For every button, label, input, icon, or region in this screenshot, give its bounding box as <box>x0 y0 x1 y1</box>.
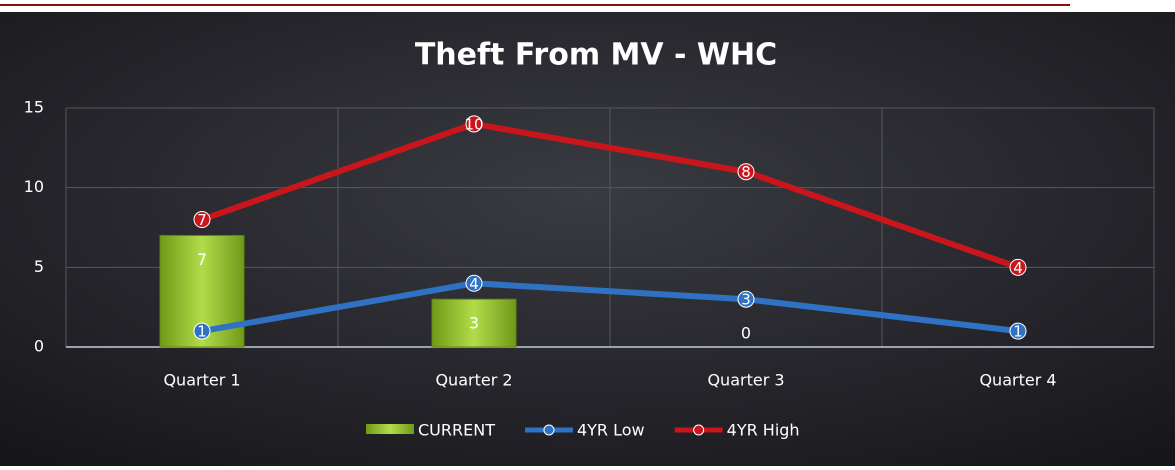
bar <box>431 298 517 348</box>
y-tick-label: 10 <box>24 177 44 196</box>
legend: CURRENT 4YR Low 4YR High <box>366 421 800 440</box>
line-value-label: 8 <box>741 163 751 181</box>
line-marker <box>1009 322 1027 340</box>
x-tick-label: Quarter 1 <box>163 371 240 390</box>
bar-value-label: 7 <box>197 250 207 269</box>
line <box>201 280 1019 335</box>
line-marker <box>737 290 755 308</box>
line-value-label: 1 <box>197 323 207 341</box>
y-tick-label: 5 <box>34 257 44 276</box>
legend-label: CURRENT <box>418 421 495 440</box>
line-value-label: 3 <box>741 291 751 309</box>
y-tick-label: 0 <box>34 337 44 356</box>
line <box>201 120 1019 271</box>
line-marker <box>465 115 483 133</box>
line-value-label: 1 <box>1013 323 1023 341</box>
y-tick-label: 15 <box>24 98 44 117</box>
x-tick-label: Quarter 3 <box>707 371 784 390</box>
x-tick-label: Quarter 2 <box>435 371 512 390</box>
legend-swatch <box>366 424 414 434</box>
line-value-label: 10 <box>464 115 483 133</box>
legend-swatch <box>693 424 705 436</box>
x-tick-label: Quarter 4 <box>979 371 1056 390</box>
line-marker <box>193 211 211 229</box>
line-marker <box>465 274 483 292</box>
line-value-label: 7 <box>197 211 207 229</box>
bar-value-label: 0 <box>741 324 751 343</box>
line-marker <box>737 163 755 181</box>
chart-title: Theft From MV - WHC <box>415 38 777 73</box>
legend-label: 4YR High <box>727 421 800 440</box>
line-value-label: 4 <box>469 275 479 293</box>
line-marker <box>193 322 211 340</box>
bar-value-label: 3 <box>469 314 479 333</box>
legend-label: 4YR Low <box>577 421 645 440</box>
line-marker <box>1009 258 1027 276</box>
legend-swatch <box>543 424 555 436</box>
line-value-label: 4 <box>1013 259 1023 277</box>
